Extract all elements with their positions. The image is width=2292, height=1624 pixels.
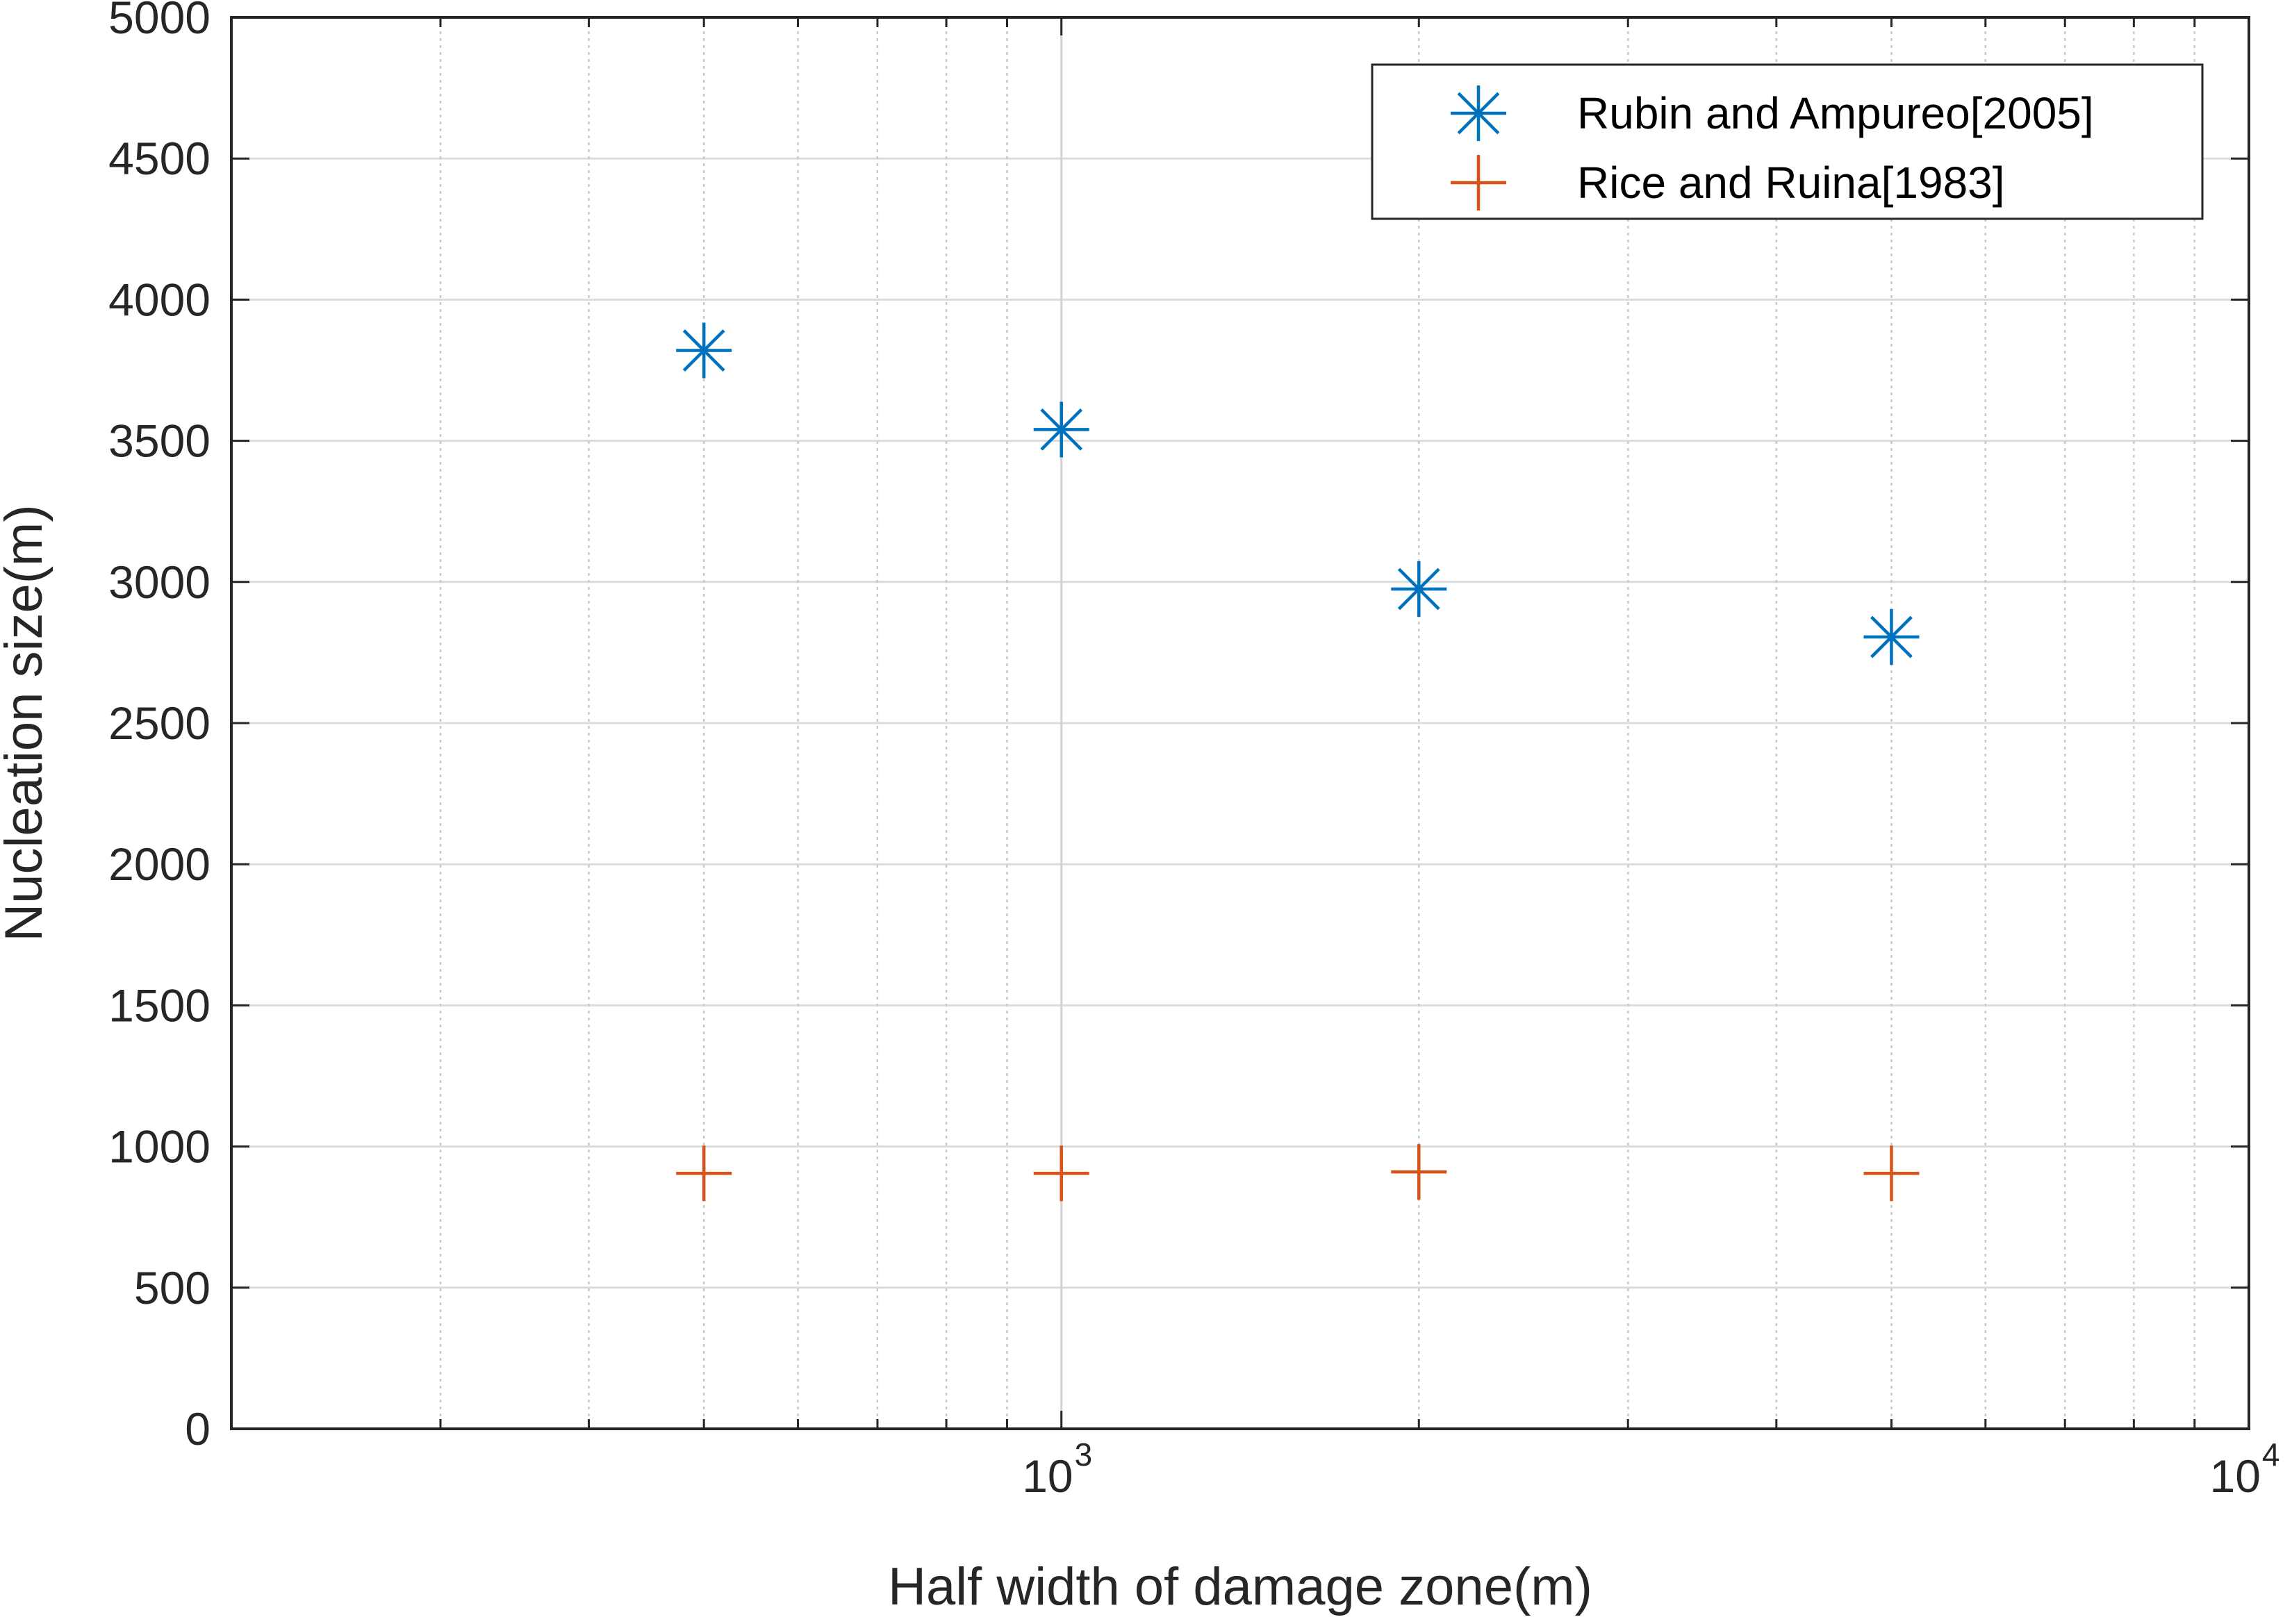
data-point-plus bbox=[1863, 1145, 1920, 1202]
data-point-asterisk bbox=[676, 322, 732, 379]
axis-ticks bbox=[231, 16, 2249, 1430]
legend-label: Rubin and Ampureo[2005] bbox=[1577, 88, 2094, 138]
x-axis-label: Half width of damage zone(m) bbox=[888, 1557, 1592, 1616]
legend: Rubin and Ampureo[2005] Rice and Ruina[19… bbox=[1371, 63, 2204, 220]
data-point-asterisk bbox=[1033, 401, 1089, 458]
legend-marker-asterisk bbox=[1451, 85, 1506, 141]
data-point-asterisk bbox=[1391, 561, 1447, 617]
data-point-plus bbox=[1391, 1144, 1447, 1200]
y-tick-label: 5000 bbox=[108, 0, 211, 43]
y-tick-label: 0 bbox=[185, 1403, 211, 1455]
y-axis-label: Nucleation size(m) bbox=[0, 504, 53, 941]
y-tick-label: 4000 bbox=[108, 274, 211, 325]
legend-label: Rice and Ruina[1983] bbox=[1577, 158, 2005, 208]
grid bbox=[231, 17, 2249, 1429]
y-tick-label: 3000 bbox=[108, 556, 211, 608]
y-tick-label: 500 bbox=[134, 1262, 211, 1314]
tick-labels: 0 500 1000 1500 2000 2500 3000 3500 4000 4500 5000… bbox=[108, 0, 2279, 1502]
y-tick-label: 2000 bbox=[108, 838, 211, 890]
data-point-plus bbox=[676, 1145, 732, 1202]
x-tick-label: 104 bbox=[2209, 1436, 2279, 1502]
data-points bbox=[676, 322, 1920, 1202]
y-tick-label: 4500 bbox=[108, 133, 211, 184]
plot-frame bbox=[230, 16, 2250, 1430]
y-tick-label: 1000 bbox=[108, 1121, 211, 1173]
legend-items: Rubin and Ampureo[2005] Rice and Ruina[19… bbox=[1451, 85, 2094, 210]
x-tick-label: 103 bbox=[1022, 1436, 1092, 1502]
data-point-plus bbox=[1033, 1145, 1089, 1202]
y-tick-label: 1500 bbox=[108, 979, 211, 1031]
legend-marker-plus bbox=[1451, 155, 1506, 210]
legend-box bbox=[1371, 63, 2204, 220]
y-tick-label: 2500 bbox=[108, 697, 211, 749]
data-point-asterisk bbox=[1863, 609, 1920, 665]
y-tick-label: 3500 bbox=[108, 415, 211, 467]
